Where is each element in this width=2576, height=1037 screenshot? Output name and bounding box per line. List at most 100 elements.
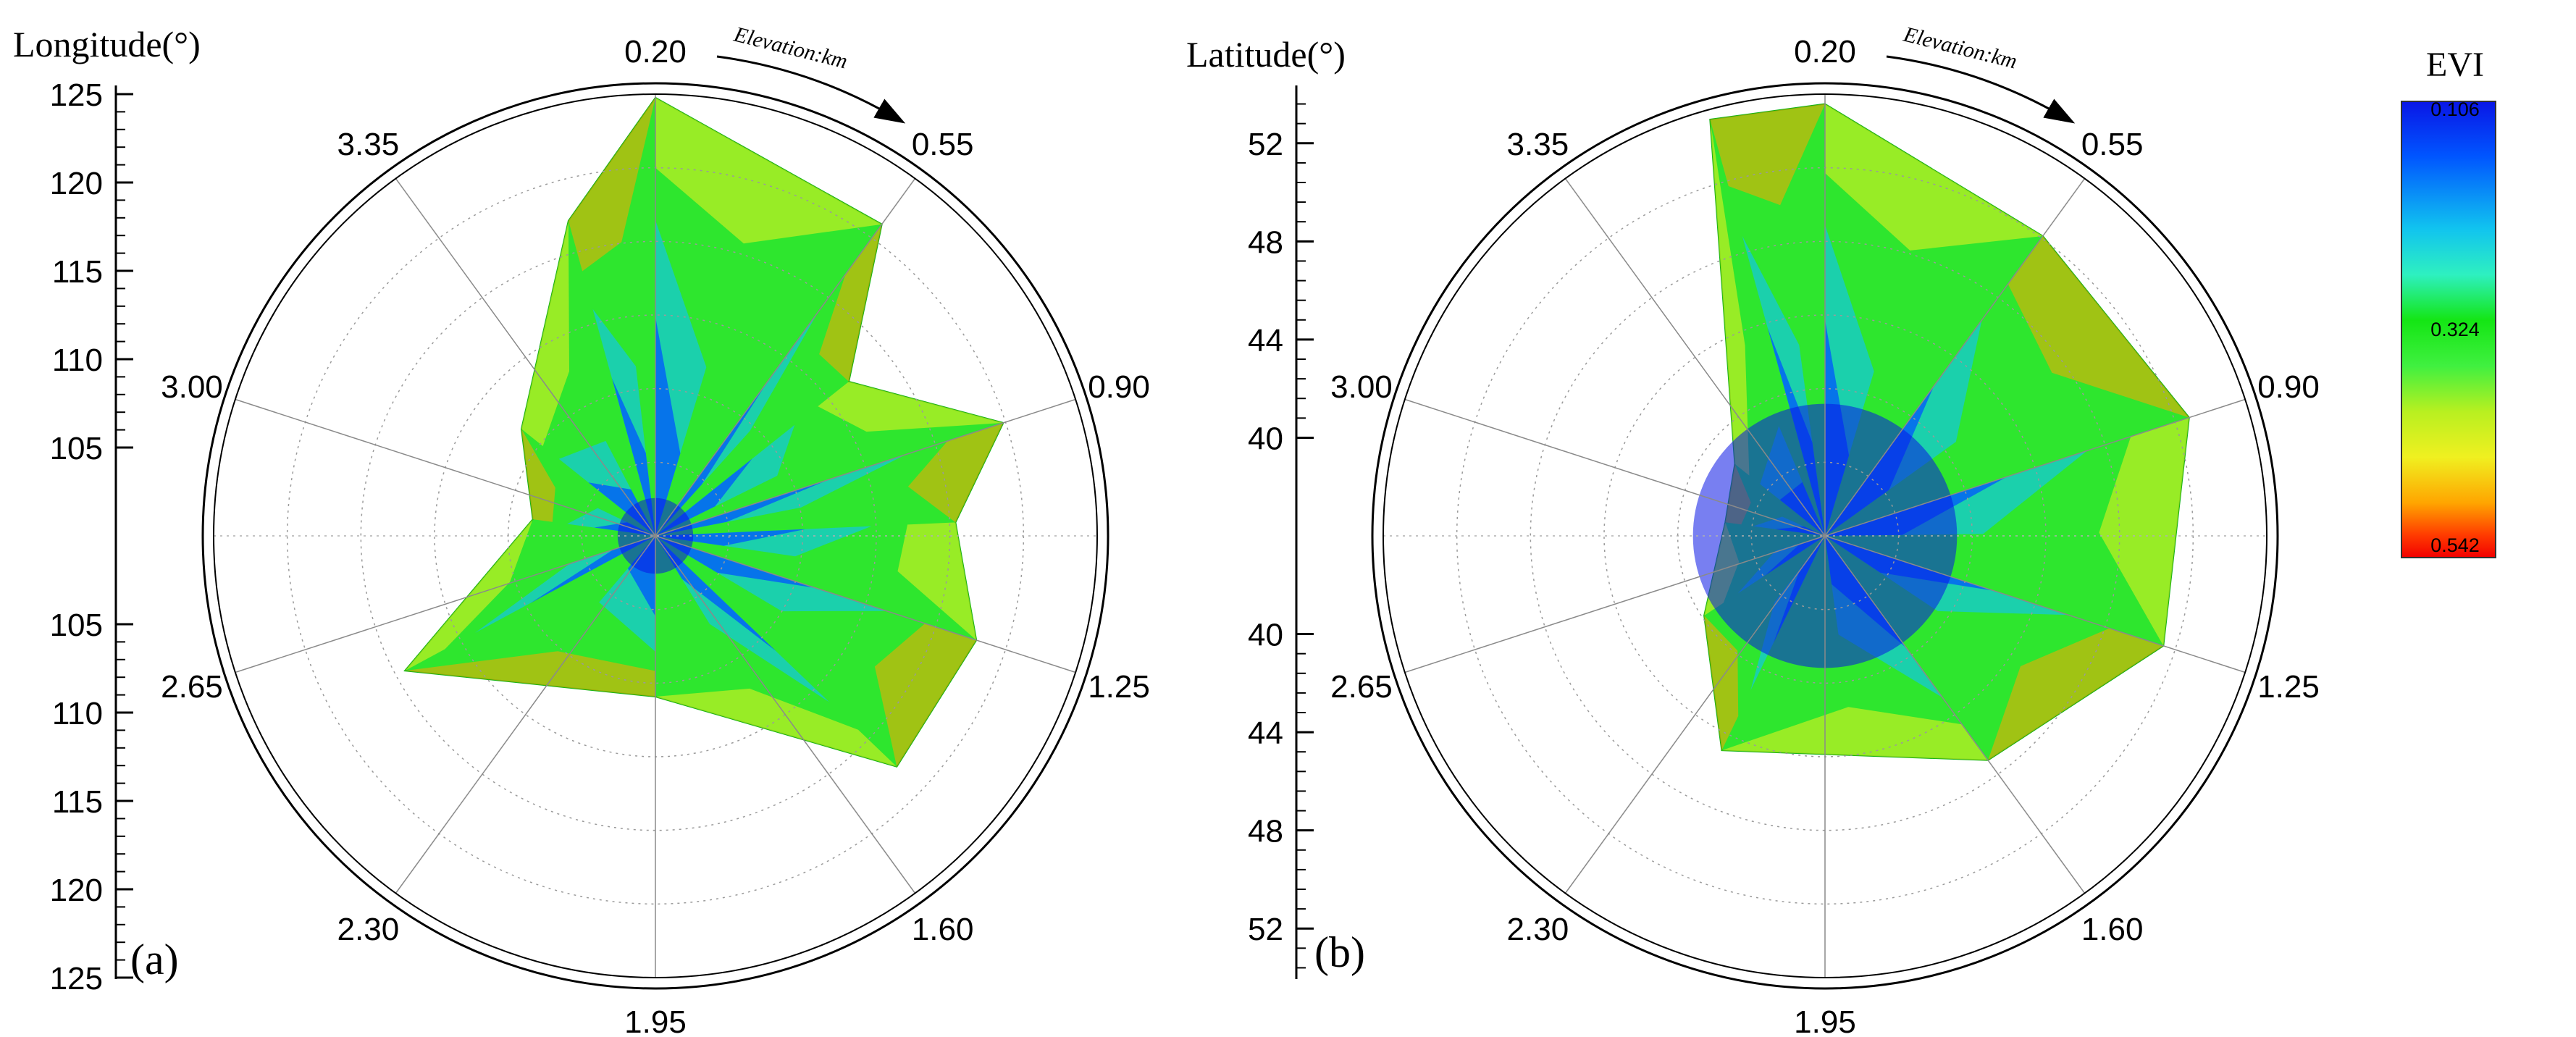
evi-edge-band bbox=[1710, 119, 1750, 476]
angular-tick-label: 0.90 bbox=[1088, 369, 1150, 405]
panel-b-radial-ticks-upper: 52 48 44 40 bbox=[1248, 103, 1314, 456]
radial-tick-label: 120 bbox=[50, 166, 103, 201]
evi-edge-band bbox=[568, 97, 655, 272]
evi-edge-band bbox=[907, 422, 1004, 523]
angular-tick-label: 1.25 bbox=[1088, 669, 1150, 705]
angular-tick-label: 3.35 bbox=[1507, 127, 1569, 162]
panel-a-radial-ticks-upper: 125 120 115 110 105 bbox=[50, 77, 133, 466]
evi-edge-band bbox=[1988, 628, 2164, 760]
polar-grid-ring bbox=[1677, 387, 1973, 684]
radial-tick-label: 48 bbox=[1248, 814, 1283, 849]
panel-a-label: (a) bbox=[130, 936, 179, 983]
panel-a-polar-grid bbox=[214, 94, 1097, 978]
evi-edge-band bbox=[818, 382, 1004, 432]
polar-grid-spoke bbox=[1564, 178, 1826, 537]
radial-tick-label: 115 bbox=[52, 784, 103, 820]
polar-grid-ring bbox=[1530, 240, 2120, 831]
panel-b-polar-grid bbox=[1383, 94, 2267, 978]
panel-b-outer-ring bbox=[1371, 82, 2279, 990]
panel-b-polar-plot: 0.20 0.55 0.90 1.25 1.60 1.95 2.30 2.65 3.00 3.35… bbox=[1330, 22, 2320, 1037]
evi-cyan-streak bbox=[592, 308, 655, 536]
polar-grid-spoke bbox=[395, 178, 656, 537]
angular-tick-label: 1.60 bbox=[2081, 912, 2144, 947]
radial-tick-label: 48 bbox=[1248, 224, 1283, 260]
angular-tick-label: 1.60 bbox=[912, 912, 974, 947]
evi-edge-band bbox=[897, 522, 977, 640]
evi-edge-band bbox=[405, 519, 533, 671]
evi-edge-band bbox=[874, 624, 977, 767]
angular-tick-label: 3.00 bbox=[161, 369, 223, 405]
polar-grid-spoke bbox=[1824, 178, 2086, 537]
panel-b-elevation-label: Elevation:km bbox=[1900, 22, 2019, 74]
panel-a-radial-axis-title: Longitude(°) bbox=[13, 24, 201, 64]
evi-edge-band bbox=[2099, 417, 2189, 646]
polar-grid-spoke bbox=[655, 398, 1076, 537]
evi-blue-streak bbox=[530, 536, 655, 604]
polar-grid-spoke bbox=[235, 398, 656, 537]
legend-title: EVI bbox=[2426, 46, 2484, 84]
angular-tick-label: 2.65 bbox=[1330, 669, 1393, 705]
evi-color-legend: EVI 0.106 0.324 0.542 bbox=[2401, 46, 2496, 558]
angular-tick-label: 0.20 bbox=[624, 34, 687, 70]
polar-grid-spoke bbox=[1824, 535, 2246, 673]
angular-tick-label: 1.95 bbox=[1794, 1004, 1856, 1037]
evi-cyan-streak bbox=[655, 424, 795, 536]
panel-a-evi-surface bbox=[403, 96, 1004, 768]
panel-b-radial-axis: 52 48 44 40 40 44 48 52 bbox=[1248, 85, 1314, 979]
legend-color-bar bbox=[2401, 101, 2496, 558]
panel-a-polar-plot: 0.20 0.55 0.90 1.25 1.60 1.95 2.30 2.65 3.00 3.35… bbox=[161, 22, 1150, 1037]
evi-blue-streak bbox=[655, 536, 776, 652]
evi-edge-band bbox=[1721, 707, 1989, 760]
angular-tick-label: 2.30 bbox=[1507, 912, 1569, 947]
angular-tick-label: 2.30 bbox=[337, 912, 400, 947]
angular-tick-label: 0.20 bbox=[1794, 34, 1856, 70]
angular-tick-label: 2.65 bbox=[161, 669, 223, 705]
panel-a-elevation-arrow bbox=[716, 55, 906, 124]
panel-b-angular-labels: 0.20 0.55 0.90 1.25 1.60 1.95 2.30 2.65 3.00 3.35 bbox=[1330, 34, 2320, 1037]
polar-grid-ring bbox=[507, 387, 804, 684]
radial-tick-label: 105 bbox=[50, 608, 103, 643]
evi-cyan-streak bbox=[1742, 236, 1825, 536]
evi-blue-streak bbox=[655, 316, 681, 536]
panel-b-elevation-arrow bbox=[1886, 55, 2076, 124]
angular-tick-label: 1.25 bbox=[2257, 669, 2320, 705]
evi-edge-band bbox=[1825, 104, 2043, 251]
polar-grid-spoke bbox=[1404, 535, 1826, 673]
panel-b-radial-axis-title: Latitude(°) bbox=[1186, 34, 1346, 75]
legend-tick-label: 0.106 bbox=[2430, 98, 2480, 120]
radial-tick-label: 110 bbox=[52, 696, 103, 731]
radial-tick-label: 120 bbox=[50, 873, 103, 908]
legend-tick-labels: 0.106 0.324 0.542 bbox=[2430, 98, 2480, 556]
polar-grid-spoke bbox=[1564, 535, 1826, 894]
radial-tick-label: 40 bbox=[1248, 618, 1283, 653]
radial-tick-label: 44 bbox=[1248, 323, 1283, 358]
panel-a-radial-axis: 125 120 115 110 105 105 110 115 120 125 bbox=[50, 77, 133, 996]
evi-edge-band bbox=[405, 651, 655, 697]
polar-grid-spoke bbox=[395, 535, 656, 894]
polar-grid-spoke bbox=[655, 178, 916, 537]
polar-grid-spoke bbox=[235, 535, 656, 673]
radial-tick-label: 44 bbox=[1248, 715, 1283, 751]
legend-tick-label: 0.324 bbox=[2430, 319, 2480, 340]
polar-grid-spoke bbox=[1404, 398, 1826, 537]
radial-tick-label: 125 bbox=[50, 961, 103, 996]
panel-a-outer-ring bbox=[201, 82, 1109, 990]
evi-edge-band bbox=[655, 97, 882, 244]
radial-tick-label: 125 bbox=[50, 77, 103, 113]
polar-grid-spoke bbox=[1824, 398, 2246, 537]
angular-tick-label: 3.00 bbox=[1330, 369, 1393, 405]
legend-tick-label: 0.542 bbox=[2430, 534, 2480, 556]
polar-grid-spoke bbox=[655, 535, 1076, 673]
polar-grid-ring bbox=[360, 240, 951, 831]
radial-tick-label: 40 bbox=[1248, 421, 1283, 456]
radial-tick-label: 110 bbox=[52, 343, 103, 378]
angular-tick-label: 3.35 bbox=[337, 127, 400, 162]
panel-a-elevation-label: Elevation:km bbox=[731, 22, 849, 74]
panel-a-angular-labels: 0.20 0.55 0.90 1.25 1.60 1.95 2.30 2.65 3.00 3.35 bbox=[161, 34, 1150, 1037]
panel-a-inner-ring bbox=[213, 93, 1098, 978]
panel-a-radial-ticks-lower: 105 110 115 120 125 bbox=[50, 608, 133, 996]
radial-tick-label: 105 bbox=[50, 431, 103, 466]
